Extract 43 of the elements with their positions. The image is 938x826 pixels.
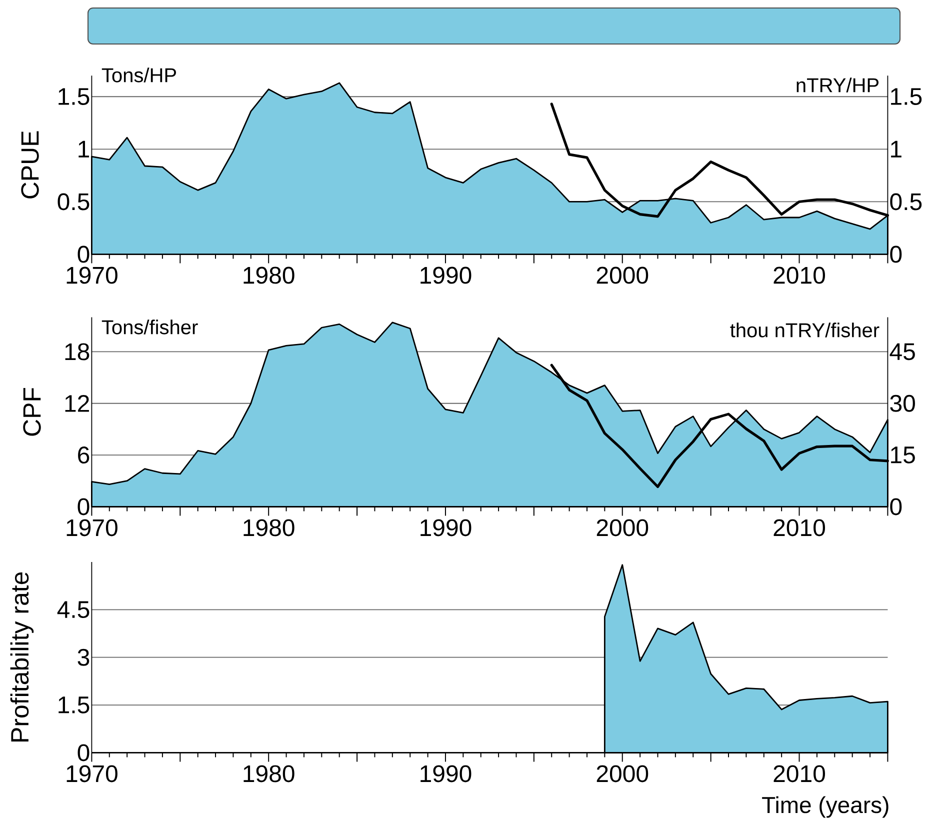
- x-tick-label: 2010: [774, 765, 825, 782]
- y-tick-label: 0.5: [58, 193, 90, 210]
- x-tick-label: 2000: [596, 765, 648, 782]
- y2-tick-label: 0: [890, 498, 902, 516]
- annotation: Tons/HP: [102, 68, 176, 82]
- x-tick-label: 1970: [66, 266, 118, 284]
- x-tick-label: 2000: [596, 519, 648, 536]
- y2-axis-title: thou nTRY/fisher: [730, 322, 880, 338]
- y-tick-label: 1.5: [58, 88, 90, 105]
- y-tick-label: 12: [65, 395, 89, 412]
- y-tick-label: 1: [78, 140, 90, 158]
- y2-tick-label: 30: [890, 394, 915, 412]
- y-tick-label: 1.5: [58, 696, 90, 714]
- y-tick-label: 3: [78, 648, 90, 666]
- y-tick-label: 0: [78, 498, 90, 516]
- y2-tick-label: 45: [890, 343, 915, 360]
- y-tick-label: 0: [78, 246, 90, 263]
- x-tick-label: 1970: [66, 765, 118, 782]
- y2-tick-label: 0.5: [890, 193, 922, 210]
- y2-axis-title: nTRY/HP: [796, 78, 878, 92]
- y2-tick-label: 15: [891, 446, 915, 464]
- x-tick-label: 1990: [420, 519, 472, 536]
- y2-tick-label: 0: [890, 246, 902, 263]
- annotation: Tons/fisher: [102, 320, 198, 334]
- x-tick-label: 1990: [420, 765, 472, 782]
- x-tick-label: 1980: [244, 765, 294, 782]
- y-tick-label: 0: [78, 744, 90, 762]
- x-axis-title: Time (years): [762, 796, 888, 818]
- y2-tick-label: 1.5: [891, 88, 922, 105]
- y-axis-title: Profitability rate: [10, 572, 34, 742]
- x-tick-label: 1990: [420, 266, 472, 284]
- x-tick-label: 2010: [774, 266, 826, 284]
- x-tick-label: 2010: [774, 519, 825, 536]
- x-tick-label: 1980: [244, 519, 294, 536]
- x-tick-label: 2000: [596, 266, 648, 284]
- y-tick-label: 4.5: [57, 601, 90, 618]
- x-tick-label: 1970: [66, 519, 118, 536]
- y-tick-label: 18: [65, 343, 90, 360]
- x-tick-label: 1980: [244, 266, 294, 284]
- y-tick-label: 6: [78, 446, 90, 464]
- y-axis-title: CPF: [23, 388, 41, 436]
- y-axis-title: CPUE: [21, 131, 39, 198]
- y2-tick-label: 1: [891, 140, 902, 158]
